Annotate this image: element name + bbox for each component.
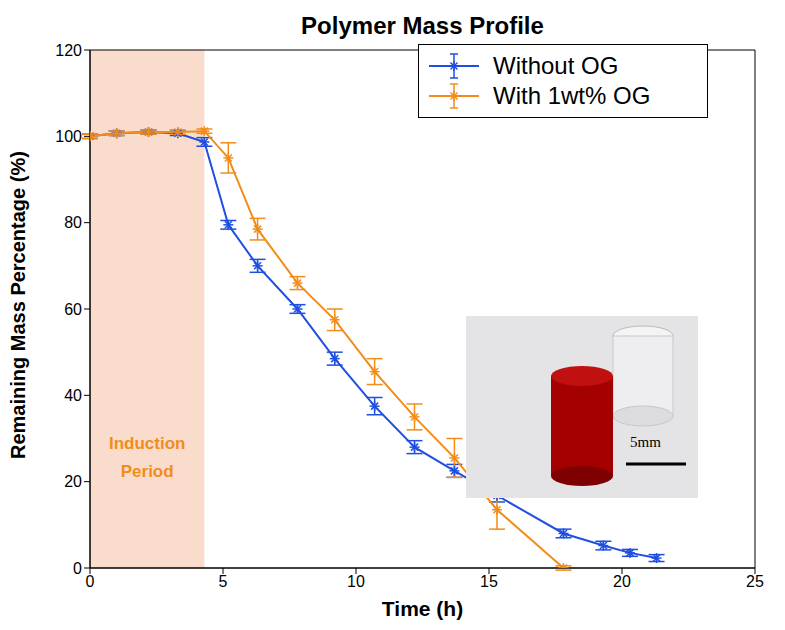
svg-text:20: 20	[64, 473, 82, 490]
svg-text:5: 5	[219, 573, 228, 590]
svg-text:120: 120	[55, 42, 82, 59]
html-text:Polymer Mass Profile: Polymer Mass Profile	[301, 12, 544, 39]
svg-text:Period: Period	[121, 462, 174, 481]
html-text:5mm: 5mm	[630, 434, 661, 450]
svg-text:20: 20	[613, 573, 631, 590]
svg-text:80: 80	[64, 214, 82, 231]
svg-text:Time (h): Time (h)	[382, 597, 463, 620]
svg-text:100: 100	[55, 128, 82, 145]
html-text:With 1wt% OG: With 1wt% OG	[493, 82, 651, 109]
svg-text:Induction: Induction	[109, 434, 185, 453]
svg-text:0: 0	[73, 560, 82, 577]
svg-text:0: 0	[86, 573, 95, 590]
svg-text:10: 10	[347, 573, 365, 590]
html-text:Without OG: Without OG	[493, 52, 619, 79]
svg-text:Remaining Mass Percentage (%): Remaining Mass Percentage (%)	[7, 151, 29, 459]
svg-text:25: 25	[746, 573, 764, 590]
svg-text:40: 40	[64, 387, 82, 404]
svg-text:60: 60	[64, 301, 82, 318]
svg-text:15: 15	[480, 573, 498, 590]
